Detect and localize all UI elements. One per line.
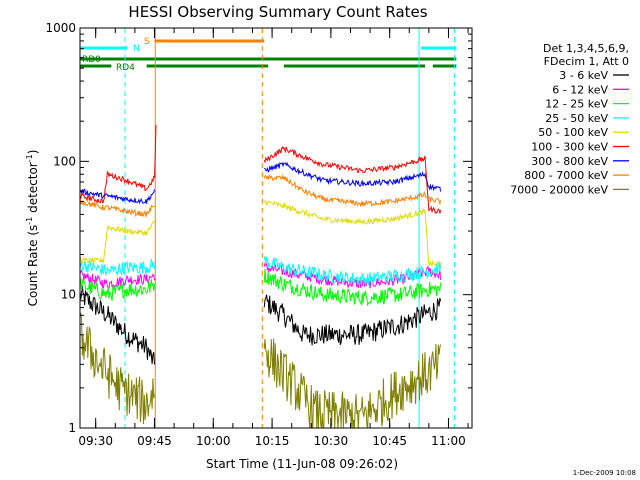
legend-label: 800 - 7000 keV — [524, 169, 608, 182]
series-line-pre — [80, 188, 155, 205]
y-tick-label: 1000 — [45, 21, 76, 35]
series-line-post — [263, 294, 442, 346]
legend-label: 7000 - 20000 keV — [510, 183, 608, 196]
series-line-post — [263, 199, 442, 268]
series-line-post — [263, 145, 442, 214]
x-tick-label: 10:45 — [372, 434, 407, 448]
x-tick-label: 10:15 — [255, 434, 290, 448]
flag-label: S — [144, 37, 150, 47]
legend-label: 50 - 100 keV — [538, 126, 608, 139]
series-line-pre — [80, 220, 155, 264]
x-tick-label: 11:00 — [431, 434, 466, 448]
series-line-post — [263, 268, 442, 307]
y-tick-label: 1 — [68, 421, 76, 435]
series-line-post — [263, 161, 442, 192]
series-line-pre — [80, 198, 155, 218]
x-tick-label: 10:30 — [314, 434, 349, 448]
flag-label: N — [133, 44, 140, 54]
chart-title: HESSI Observing Summary Count Rates — [128, 3, 427, 21]
y-axis-label-part: Count Rate (s — [26, 225, 40, 307]
y-tick-label: 10 — [61, 288, 76, 302]
y-axis-label-part: detector — [26, 162, 40, 217]
legend-label: 25 - 50 keV — [545, 112, 608, 125]
legend-label: 100 - 300 keV — [531, 141, 608, 154]
x-axis-label: Start Time (11-Jun-08 09:26:02) — [206, 457, 398, 471]
legend-label: 3 - 6 keV — [559, 69, 608, 82]
y-axis-label: Count Rate (s-1 detector-1) — [25, 150, 40, 307]
legend-title-line: FDecim 1, Att 0 — [544, 55, 629, 68]
legend-label: 12 - 25 keV — [545, 98, 608, 111]
y-tick-label: 100 — [53, 154, 76, 168]
legend-title-line: Det 1,3,4,5,6,9, — [543, 42, 629, 55]
series-line-pre — [80, 259, 155, 277]
legend: Det 1,3,4,5,6,9, FDecim 1, Att 0 3 - 6 k… — [510, 42, 629, 196]
y-axis-label-superscript: -1 — [25, 217, 34, 225]
y-axis-label-part: ) — [26, 150, 40, 155]
x-tick-label: 09:45 — [137, 434, 172, 448]
series-line-pre — [80, 312, 155, 425]
plot-frame — [79, 27, 473, 429]
x-tick-label: 09:30 — [78, 434, 113, 448]
legend-label: 300 - 800 keV — [531, 155, 608, 168]
series-line-pre — [80, 269, 155, 290]
series-line-pre — [80, 278, 155, 302]
y-axis-label-superscript: -1 — [25, 154, 34, 162]
legend-label: 6 - 12 keV — [552, 83, 608, 96]
footer-timestamp: 1-Dec-2009 10:08 — [573, 469, 636, 477]
flag-label: RD0 — [82, 55, 101, 65]
x-tick-label: 10:00 — [196, 434, 231, 448]
series-line-pre — [80, 124, 157, 204]
series-line-post — [263, 338, 442, 428]
series-line-post — [263, 174, 442, 208]
series-line-pre — [80, 285, 155, 365]
flag-label: RD4 — [116, 63, 135, 73]
series-line-post — [263, 255, 442, 286]
